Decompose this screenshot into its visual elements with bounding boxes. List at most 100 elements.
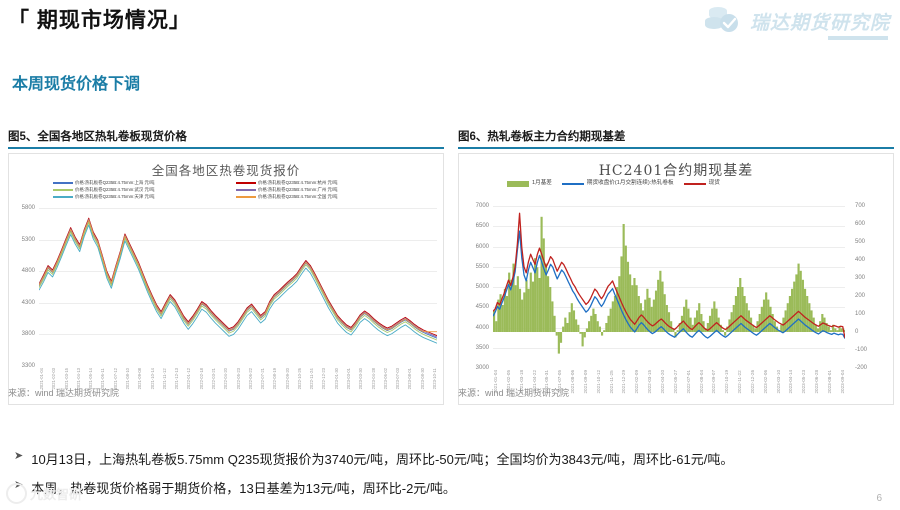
line-series xyxy=(39,218,437,338)
x-axis-tick: 2021-11-12 xyxy=(161,368,167,390)
gridline xyxy=(493,246,845,248)
chart-series-svg xyxy=(39,217,437,344)
x-axis-tick: 2021-08-10 xyxy=(124,368,130,390)
gridline xyxy=(39,208,437,209)
y-axis-tick: -100 xyxy=(855,347,868,353)
legend-item: 价格:热轧板卷Q235B:4.75mm:全国 元/吨 xyxy=(236,194,419,200)
legend-item: 现货 xyxy=(683,180,720,188)
y-axis-tick: 7000 xyxy=(475,203,489,209)
x-axis-tick: 2022-06-22 xyxy=(247,368,253,390)
legend-label: 期货收盘价(1月交割连续):热轧卷板 xyxy=(586,180,674,186)
legend-label: 价格:热轧板卷Q235B:4.75mm:武汉 元/吨 xyxy=(75,186,155,192)
x-axis-tick: 2023-01-30 xyxy=(333,368,339,390)
x-axis-tick: 2021-09-09 xyxy=(582,370,588,394)
y-axis-tick: 4800 xyxy=(21,268,35,275)
x-axis-tick: 2022-05-23 xyxy=(235,368,241,390)
y-axis-tick: 6500 xyxy=(475,223,489,230)
x-axis-tick: 2021-10-12 xyxy=(595,370,601,394)
chart6-y-axis-right: -200 -100 0 100 200 300 400 500 600 700 xyxy=(851,203,879,371)
bullet-text: 本周，热卷现货价格弱于期货价格，13日基差为13元/吨，周环比-2元/吨。 xyxy=(31,481,456,496)
x-axis-tick: 2021-08-06 xyxy=(570,370,576,394)
x-axis-tick: 2022-11-22 xyxy=(737,370,743,394)
x-axis-tick: 2023-05-23 xyxy=(801,370,807,394)
legend-item: 1月基差 xyxy=(507,180,552,188)
gridline xyxy=(493,206,845,207)
x-axis-tick: 2022-12-26 xyxy=(749,370,755,394)
chart5-y-axis: 3300 3800 4300 4800 5300 5800 xyxy=(11,205,35,369)
bullet-text: 10月13日，上海热轧卷板5.75mm Q235现货报价为3740元/吨，周环比… xyxy=(31,452,734,467)
y-axis-tick: 500 xyxy=(855,239,866,245)
line-series xyxy=(39,220,437,339)
figure-right-divider xyxy=(458,147,894,149)
x-axis-tick: 2023-04-28 xyxy=(370,368,376,390)
y-axis-tick: 5300 xyxy=(21,236,35,243)
legend-swatch xyxy=(53,189,73,191)
x-axis-tick: 2022-10-26 xyxy=(296,368,302,390)
watermark-text: 九数智研 xyxy=(30,487,83,502)
legend-label: 价格:热轧板卷Q235B:4.75mm:广州 元/吨 xyxy=(258,186,338,192)
x-axis-tick: 2021-12-13 xyxy=(174,368,180,390)
y-axis-tick: 4300 xyxy=(21,299,35,306)
x-axis-tick: 2021-09-08 xyxy=(137,368,143,390)
chart6-y-axis-left: 3000 3500 4000 4500 5000 5500 6000 6500 7000 xyxy=(461,203,489,371)
figure-left-source: 来源：wind 瑞达期货研究院 xyxy=(8,388,120,398)
figure-left-caption: 图5、全国各地区热轧卷板现货价格 xyxy=(8,131,187,143)
legend-swatch xyxy=(683,182,706,185)
gridline xyxy=(493,266,845,268)
y-axis-tick: 6000 xyxy=(475,243,489,250)
x-axis-tick: 2023-07-03 xyxy=(395,368,401,390)
legend-label: 价格:热轧板卷Q235B:4.75mm:全国 元/吨 xyxy=(258,193,338,199)
y-axis-tick: 3800 xyxy=(21,331,35,338)
coins-check-icon xyxy=(703,4,745,38)
gridline xyxy=(493,347,845,349)
y-axis-tick: 3500 xyxy=(475,344,489,351)
legend-label: 价格:热轧板卷Q235B:4.75mm:上海 元/吨 xyxy=(75,180,155,185)
chart-series-svg xyxy=(493,212,845,354)
legend-item: 期货收盘价(1月交割连续):热轧卷板 xyxy=(561,180,674,188)
line-series xyxy=(39,217,437,337)
y-axis-tick: 4000 xyxy=(475,324,489,331)
x-axis-tick: 2022-09-20 xyxy=(284,368,290,390)
figure-right-block: 图6、热轧卷板主力合约期现基差 HC2401合约期现基差 1月基差 期货收盘价(1… xyxy=(458,128,894,405)
legend-label: 现货 xyxy=(708,180,720,186)
line-series xyxy=(493,212,845,339)
legend-swatch xyxy=(53,196,73,198)
figure-right-source: 来源：wind 瑞达期货研究院 xyxy=(458,388,570,398)
page-title: 「 期现市场情况」 xyxy=(8,9,191,32)
x-axis-tick: 2021-12-29 xyxy=(621,370,627,394)
x-axis-tick: 2021-10-14 xyxy=(149,368,155,390)
legend-item: 价格:热轧板卷Q235B:4.75mm:广州 元/吨 xyxy=(236,187,419,193)
logo-text: 瑞达期货研究院 xyxy=(749,12,890,34)
legend-item: 价格:热轧板卷Q235B:4.75mm:上海 元/吨 xyxy=(53,180,236,186)
x-axis-tick: 2022-10-19 xyxy=(724,370,730,394)
x-axis-tick: 2023-03-30 xyxy=(358,368,364,390)
x-axis-tick: 2023-08-01 xyxy=(407,368,413,390)
y-axis-tick: 400 xyxy=(855,257,866,263)
company-logo: 瑞达期货研究院 xyxy=(703,4,890,40)
x-axis-tick: 2023-08-30 xyxy=(419,368,425,390)
legend-swatch xyxy=(236,182,256,184)
y-axis-tick: 3300 xyxy=(21,363,35,369)
x-axis-tick: 2022-11-24 xyxy=(309,368,315,390)
line-series xyxy=(39,219,437,333)
y-axis-tick: 600 xyxy=(855,221,866,227)
line-series xyxy=(493,230,845,339)
y-axis-tick: 100 xyxy=(855,311,866,317)
x-axis-tick: 2022-12-23 xyxy=(321,368,327,390)
chart6-legend: 1月基差 期货收盘价(1月交割连续):热轧卷板 现货 xyxy=(507,180,847,188)
chart6-plot-area xyxy=(493,206,845,368)
watermark-circle-icon xyxy=(6,483,27,504)
x-axis-tick: 2022-08-04 xyxy=(698,370,704,394)
x-axis-tick: 2022-07-21 xyxy=(260,368,266,390)
legend-label: 价格:热轧板卷Q235B:4.75mm:天津 元/吨 xyxy=(75,193,155,199)
chart-basis: HC2401合约期现基差 1月基差 期货收盘价(1月交割连续):热轧卷板 现货 30… xyxy=(458,153,894,405)
x-axis-tick: 2022-05-27 xyxy=(672,370,678,394)
x-axis-tick: 2023-10-11 xyxy=(432,368,437,390)
x-axis-tick: 2022-02-09 xyxy=(634,370,640,394)
gridline xyxy=(493,226,845,228)
y-axis-tick: 4500 xyxy=(475,304,489,311)
x-axis-tick: 2021-11-25 xyxy=(608,370,614,394)
chart5-legend: 价格:热轧板卷Q235B:4.75mm:上海 元/吨 价格:热轧板卷Q235B:4… xyxy=(53,180,419,201)
gridline xyxy=(493,307,845,309)
legend-item: 价格:热轧板卷Q235B:4.75mm:杭州 元/吨 xyxy=(236,180,419,186)
